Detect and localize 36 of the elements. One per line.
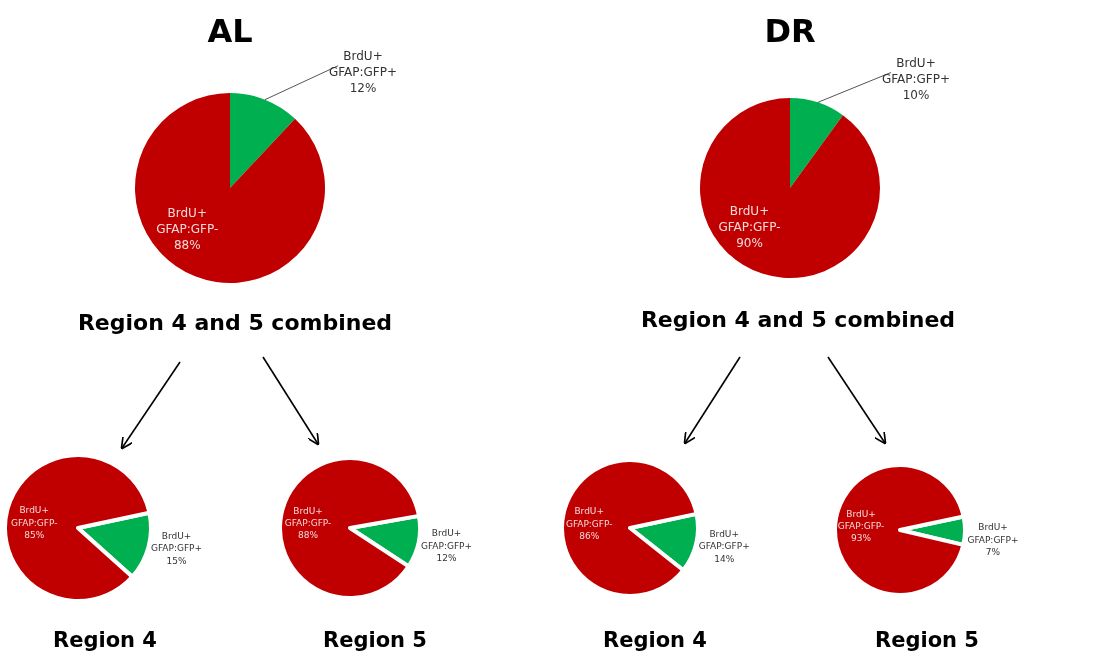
slice-label: BrdU+ GFAP:GFP+	[881, 55, 951, 86]
data-label: 88%	[297, 530, 319, 541]
data-label: 15%	[166, 555, 187, 566]
slice-label: BrdU+ GFAP:GFP-	[156, 205, 219, 236]
data-label: 12%	[436, 552, 458, 563]
slice-label: BrdU+ GFAP:GFP-	[284, 506, 332, 529]
slice-label: BrdU+ GFAP:GFP+	[421, 528, 473, 551]
data-label: 7%	[985, 546, 1001, 557]
slice-label: BrdU+ GFAP:GFP-	[718, 204, 781, 235]
text: Region 4 and 5 combined	[640, 307, 956, 332]
pie-slice	[700, 98, 880, 278]
chart-title: AL	[207, 12, 253, 50]
slice-label: BrdU+ GFAP:GFP-	[10, 505, 58, 528]
slice-label: BrdU+ GFAP:GFP-	[837, 509, 885, 532]
pie-slice	[230, 93, 296, 188]
slice-label: BrdU+ GFAP:GFP+	[967, 522, 1019, 545]
chart-title: DR	[764, 12, 816, 50]
pie-slice	[135, 93, 325, 283]
data-label: 90%	[736, 236, 763, 251]
data-label: 85%	[24, 529, 45, 540]
text: Region 4	[53, 628, 157, 652]
slice-label: BrdU+ GFAP:GFP+	[150, 531, 203, 554]
slice-label: BrdU+ GFAP:GFP-	[565, 506, 613, 529]
data-label: 12%	[349, 81, 377, 96]
pie-slice	[790, 98, 843, 188]
data-label: 86%	[579, 530, 600, 541]
text: Region 5	[323, 628, 427, 652]
data-label: 10%	[902, 87, 930, 102]
text: Region 5	[875, 628, 979, 652]
text: Region 4 and 5 combined	[77, 310, 393, 335]
slice-label: BrdU+ GFAP:GFP+	[328, 48, 398, 79]
slice-label: BrdU+ GFAP:GFP+	[698, 529, 750, 552]
data-label: 93%	[850, 533, 872, 544]
text: Region 4	[603, 628, 707, 652]
data-label: 88%	[173, 237, 201, 252]
data-label: 14%	[714, 553, 735, 564]
